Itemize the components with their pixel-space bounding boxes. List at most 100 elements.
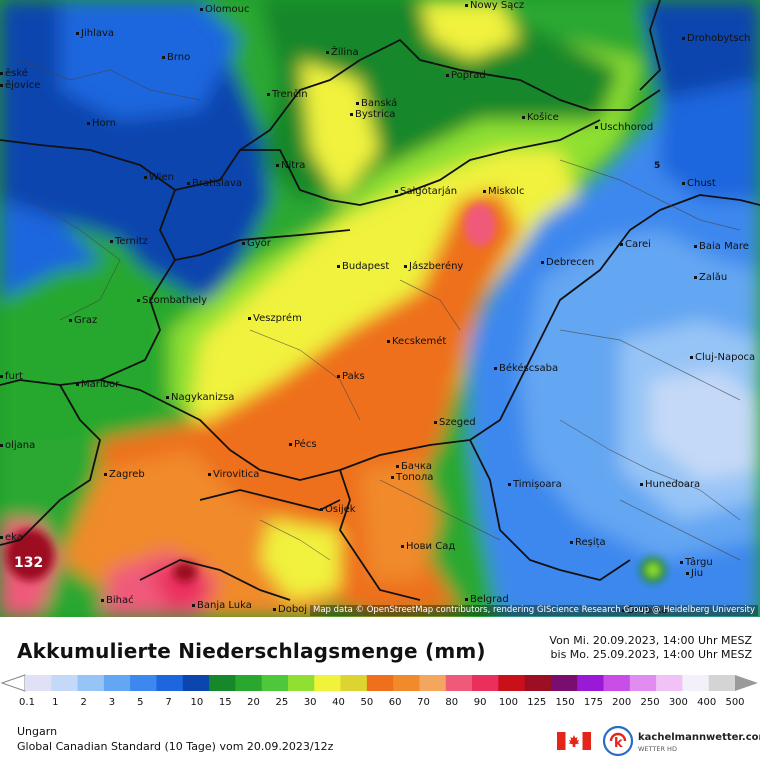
city-dot <box>465 3 468 7</box>
city-dot <box>640 482 643 486</box>
city-label: Drohobytsch <box>682 33 750 44</box>
city-label: Timișoara <box>508 479 562 490</box>
kachelmann-logo[interactable]: k kachelmannwetter.com WETTER HD <box>602 725 760 761</box>
city-dot <box>273 607 276 611</box>
scale-tick-label: 250 <box>640 697 660 708</box>
city-name: Paks <box>342 371 365 382</box>
city-dot <box>144 175 147 179</box>
city-name: Timișoara <box>513 479 562 490</box>
city-label: Győr <box>242 238 271 249</box>
scale-swatch <box>261 675 289 691</box>
city-label: Nowy Sącz <box>465 0 524 11</box>
city-label: Zagreb <box>104 469 145 480</box>
city-dot <box>446 73 449 77</box>
city-dot <box>465 597 468 601</box>
scale-swatch <box>314 675 342 691</box>
scale-swatch <box>472 675 499 691</box>
city-name: Bihać <box>106 595 134 606</box>
legend-title: Akkumulierte Niederschlagsmenge (mm) <box>17 639 486 663</box>
city-dot <box>391 475 394 479</box>
scale-min-arrow <box>0 674 26 692</box>
city-dot <box>337 264 340 268</box>
city-dot <box>0 535 3 539</box>
city-label: Doboj <box>273 604 307 615</box>
model-label: Global Canadian Standard (10 Tage) vom 2… <box>17 740 334 753</box>
city-name: Nitra <box>281 160 306 171</box>
city-dot <box>395 189 398 193</box>
city-name: Košice <box>527 112 559 123</box>
city-label: Jiu <box>686 568 703 579</box>
city-dot <box>694 275 697 279</box>
precipitation-field <box>0 0 760 617</box>
city-label: Belgrad <box>465 594 509 605</box>
scale-tick-label: 150 <box>555 697 575 708</box>
city-name: Olomouc <box>205 4 250 15</box>
city-label: Veszprém <box>248 313 302 324</box>
city-dot <box>401 544 404 548</box>
city-name: Jászberény <box>409 261 464 272</box>
city-dot <box>0 71 3 75</box>
city-name: Drohobytsch <box>687 33 751 44</box>
scale-swatch <box>77 675 105 691</box>
scale-tick-label: 125 <box>527 697 547 708</box>
city-label: Baia Mare <box>694 241 749 252</box>
city-dot <box>682 181 685 185</box>
scale-tick-label: 3 <box>108 697 116 708</box>
city-label: Wien <box>144 172 174 183</box>
city-label: Carei <box>620 239 651 250</box>
city-dot <box>76 31 79 35</box>
scale-tick-label: 15 <box>218 697 232 708</box>
city-label: Chust <box>682 178 716 189</box>
city-name: Poprad <box>451 70 486 81</box>
city-name: oljana <box>5 440 36 451</box>
city-dot <box>356 101 359 105</box>
city-label: Bystrica <box>350 109 395 120</box>
city-dot <box>404 264 407 268</box>
city-dot <box>387 339 390 343</box>
city-dot <box>483 189 486 193</box>
canada-flag-icon <box>557 732 591 750</box>
city-label: Jihlava <box>76 28 114 39</box>
scale-swatch <box>366 675 394 691</box>
region-label: Ungarn <box>17 725 58 738</box>
city-label: Bihać <box>101 595 134 606</box>
city-name: Békéscsaba <box>499 363 559 374</box>
city-dot <box>622 608 625 612</box>
kachelmann-logo-icon: k <box>602 725 634 757</box>
city-name: Топола <box>396 472 434 483</box>
city-dot <box>69 318 72 322</box>
city-name: Jiu <box>691 568 704 579</box>
city-name: Banská <box>361 98 398 109</box>
city-dot <box>508 482 511 486</box>
city-dot <box>686 571 689 575</box>
city-dot <box>192 603 195 607</box>
city-name: Szombathely <box>142 295 208 306</box>
city-dot <box>350 112 353 116</box>
city-name: Bystrica <box>355 109 396 120</box>
city-label: Szombathely <box>137 295 207 306</box>
city-name: Kecskemét <box>392 336 447 347</box>
period-to: bis Mo. 25.09.2023, 14:00 Uhr MESZ <box>550 648 752 661</box>
scale-tick-label: 100 <box>498 697 518 708</box>
scale-swatch <box>629 675 657 691</box>
city-dot <box>289 442 292 446</box>
scale-swatch <box>577 675 605 691</box>
city-label: furt <box>0 371 23 382</box>
scale-tick-label: 60 <box>388 697 402 708</box>
city-label: Uschhorod <box>595 122 653 133</box>
city-name: Belgrad <box>470 594 509 605</box>
city-name: Uschhorod <box>600 122 654 133</box>
city-dot <box>320 507 323 511</box>
city-dot <box>0 83 3 87</box>
city-label: Pécs <box>289 439 317 450</box>
scale-tick-label: 200 <box>612 697 632 708</box>
scale-swatch <box>419 675 447 691</box>
scale-tick-label: 40 <box>332 697 345 708</box>
scale-tick-label: 5 <box>137 697 144 708</box>
scale-swatch <box>498 675 526 691</box>
precipitation-map[interactable]: Olomouc Nowy Sącz Drohobytsch Jihlava Žilina… <box>0 0 760 617</box>
city-name: Ternitz <box>115 236 148 247</box>
scale-swatch <box>656 675 683 691</box>
city-name: Reșița <box>575 537 606 548</box>
city-label: Nagykanizsa <box>166 392 234 403</box>
